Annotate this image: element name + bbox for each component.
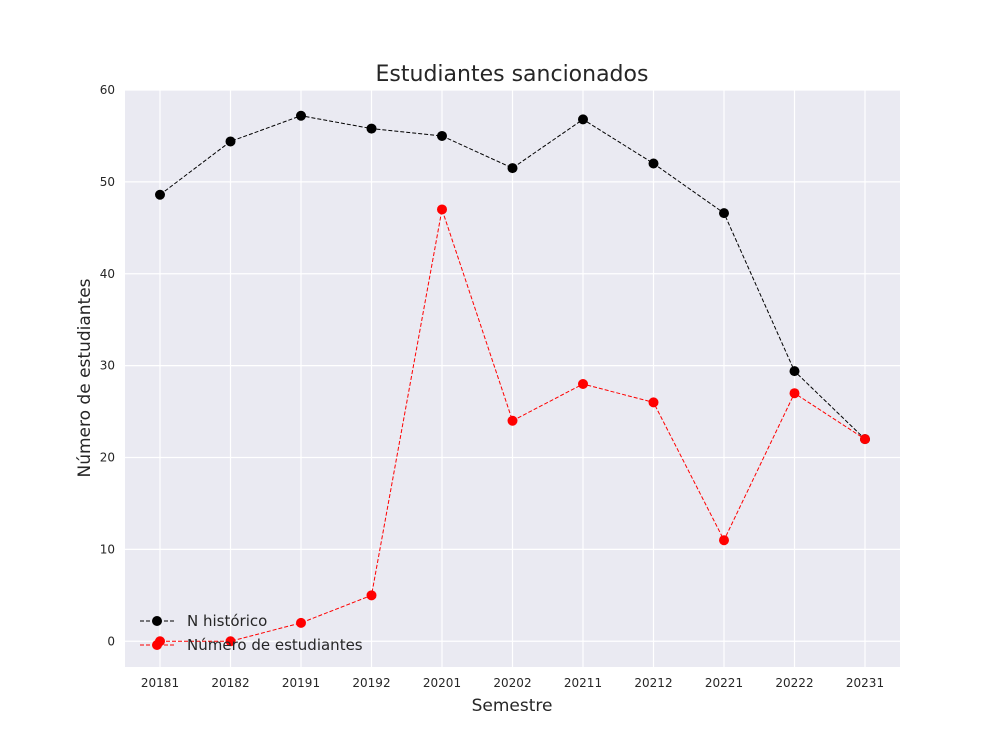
y-tick-label: 40 <box>100 267 115 281</box>
y-axis-ticks: 0 10 20 30 40 50 60 <box>100 83 115 648</box>
y-tick-label: 0 <box>107 634 115 648</box>
legend-label: Número de estudiantes <box>187 636 363 654</box>
data-point <box>860 434 870 445</box>
data-point <box>789 388 800 399</box>
y-axis-label: Número de estudiantes <box>75 278 95 477</box>
y-tick-label: 10 <box>100 542 115 556</box>
x-axis-ticks: 20181 20182 20191 20192 20201 20202 20211 20212… <box>141 676 884 690</box>
data-point <box>719 208 729 219</box>
x-tick-label: 20181 <box>141 676 179 690</box>
data-point <box>507 163 518 174</box>
data-point <box>507 415 518 426</box>
x-tick-label: 20221 <box>705 676 743 690</box>
legend-item: Número de estudiantes <box>140 636 363 654</box>
data-point <box>578 379 588 390</box>
data-point <box>648 397 659 408</box>
data-point <box>225 136 236 147</box>
y-tick-label: 20 <box>100 451 115 465</box>
data-point <box>437 204 447 215</box>
data-point <box>225 636 236 647</box>
y-tick-label: 60 <box>100 83 115 97</box>
x-tick-label: 20211 <box>564 676 602 690</box>
series-group <box>155 110 870 647</box>
chart-title: Estudiantes sancionados <box>376 62 649 87</box>
legend-item: N histórico <box>140 612 267 630</box>
x-tick-label: 20231 <box>846 676 884 690</box>
series-line <box>159 115 866 440</box>
legend: N histórico Número de estudiantes <box>140 612 363 654</box>
x-tick-label: 20182 <box>211 676 249 690</box>
data-point <box>719 535 729 546</box>
legend-swatch-marker <box>152 616 162 626</box>
data-point <box>155 189 165 200</box>
x-axis-label: Semestre <box>472 696 553 716</box>
data-point <box>578 114 588 125</box>
data-point <box>296 110 306 121</box>
legend-swatch-marker <box>152 640 162 650</box>
x-tick-label: 20201 <box>423 676 461 690</box>
grid <box>125 89 900 667</box>
y-tick-label: 30 <box>100 359 115 373</box>
x-tick-label: 20202 <box>493 676 531 690</box>
data-point <box>789 366 800 377</box>
legend-label: N histórico <box>187 612 267 630</box>
x-tick-label: 20212 <box>634 676 672 690</box>
data-point <box>366 123 377 134</box>
data-point <box>648 158 659 169</box>
data-point <box>437 130 447 141</box>
x-tick-label: 20192 <box>352 676 390 690</box>
data-point <box>366 590 377 601</box>
x-tick-label: 20191 <box>282 676 320 690</box>
data-point <box>296 617 306 628</box>
x-tick-label: 20222 <box>775 676 813 690</box>
y-tick-label: 50 <box>100 175 115 189</box>
